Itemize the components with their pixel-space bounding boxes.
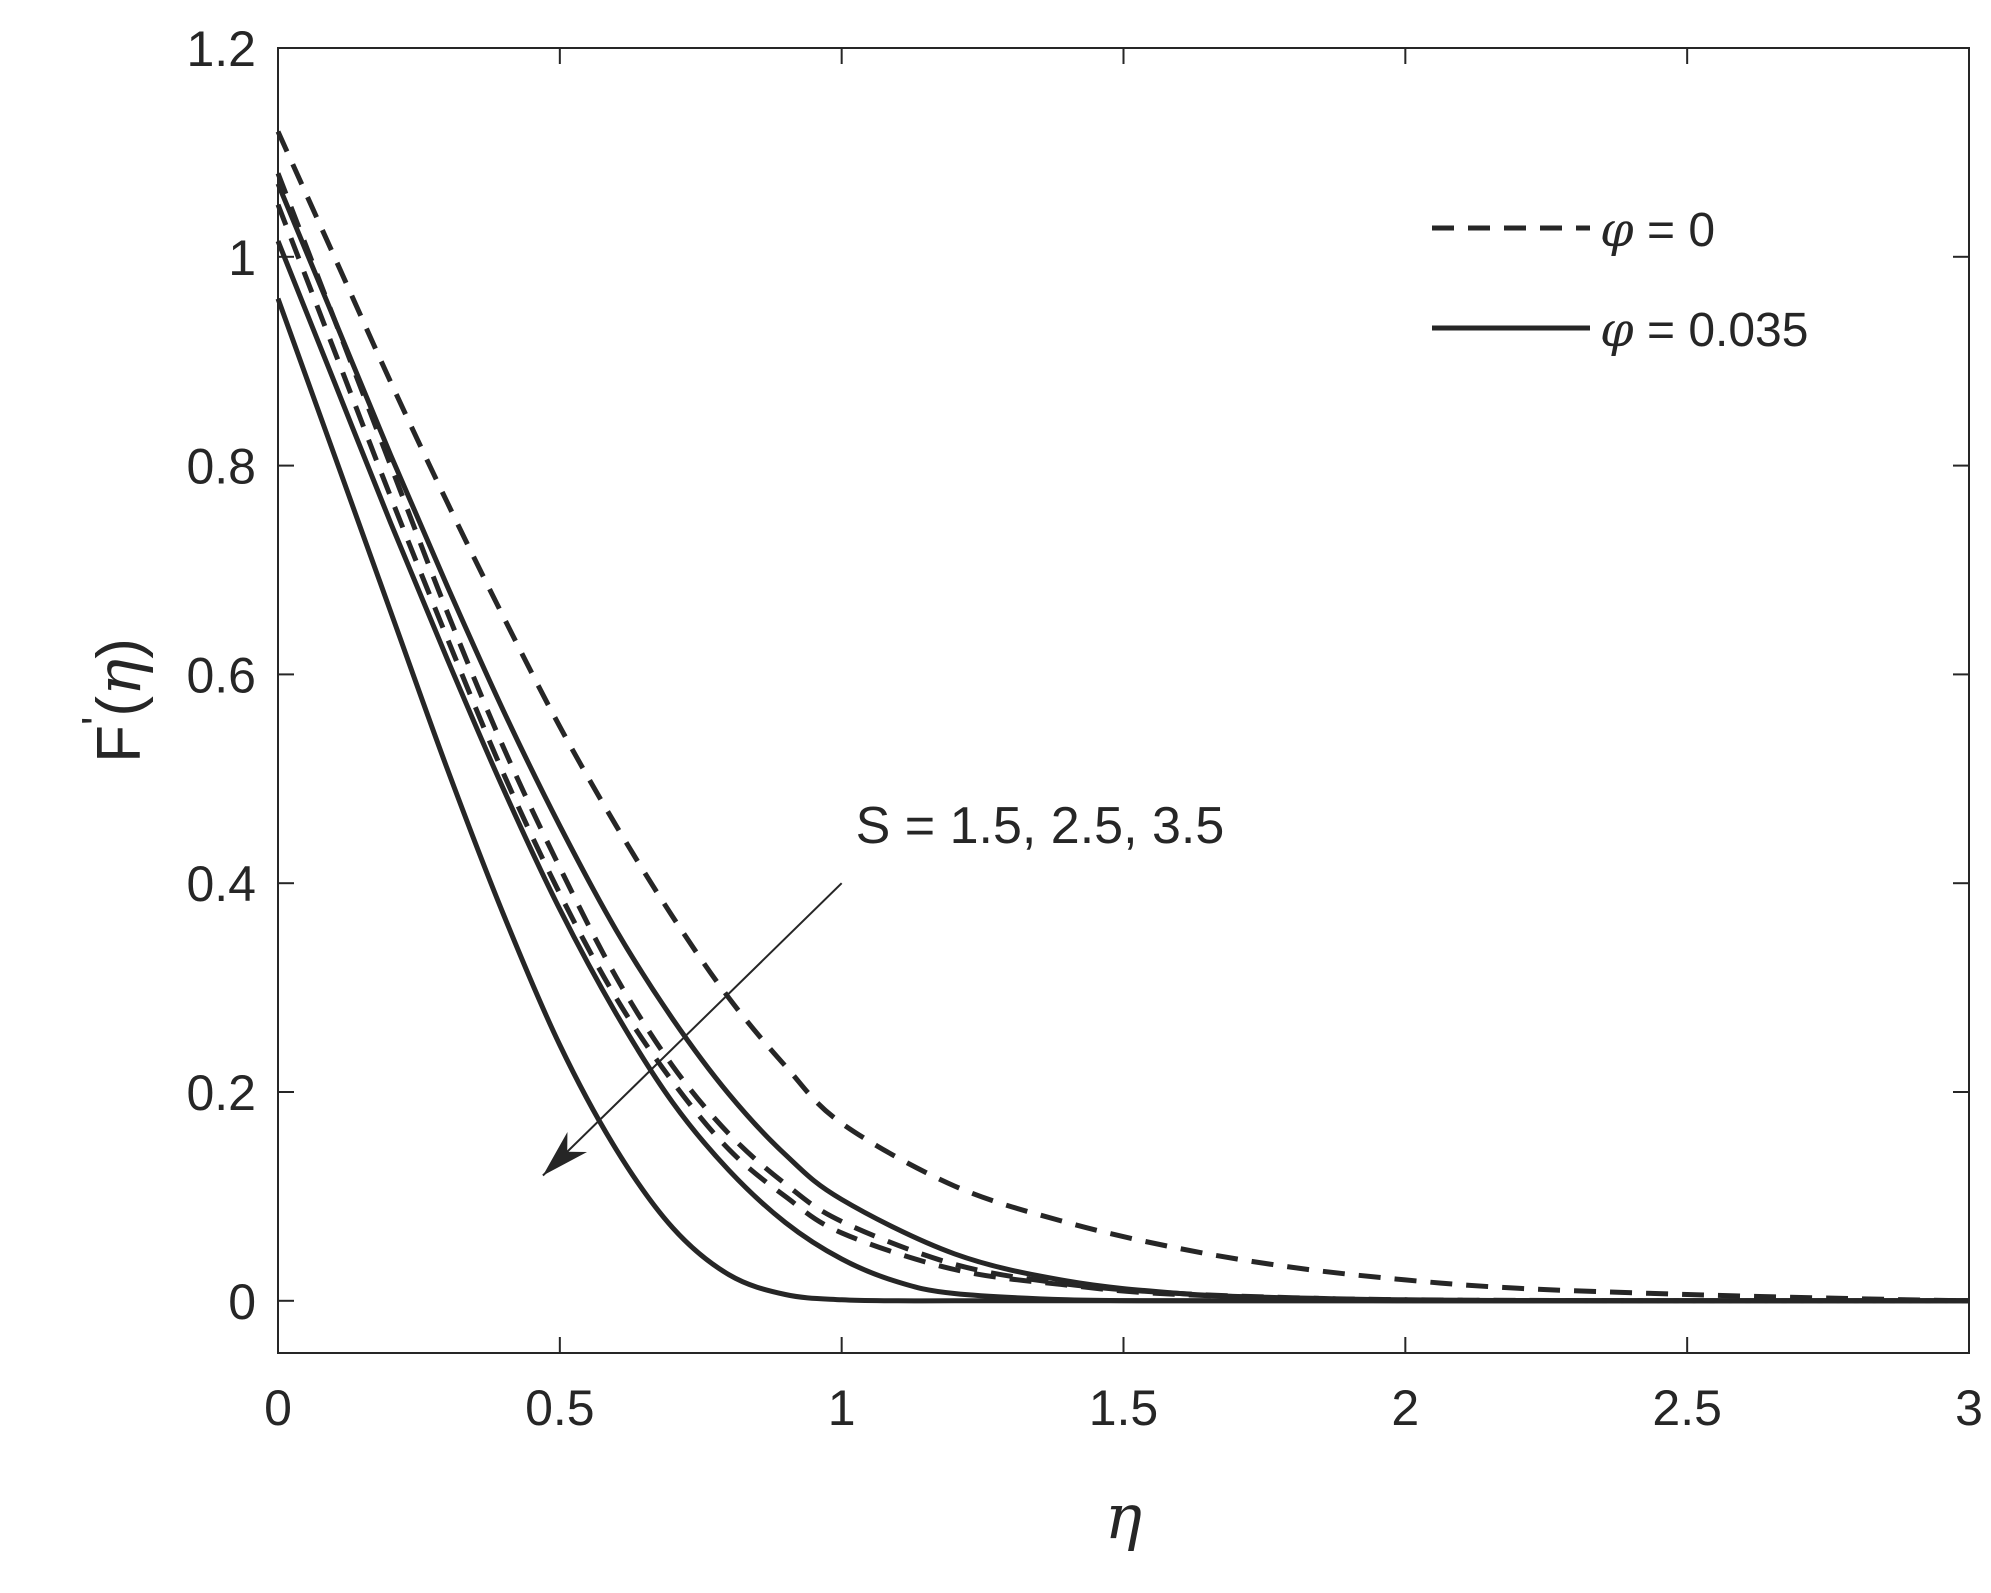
series-line-2-dashed bbox=[275, 203, 1970, 1304]
annotation-arrowhead bbox=[542, 1131, 588, 1176]
x-tick-label: 2.5 bbox=[1652, 1380, 1722, 1436]
y-label-open: ( bbox=[85, 696, 154, 717]
legend-value: = 0 bbox=[1634, 204, 1715, 257]
y-label-close: ) bbox=[85, 638, 154, 659]
y-tick-label: 0 bbox=[228, 1274, 256, 1330]
annotation: S = 1.5, 2.5, 3.5 bbox=[542, 797, 1225, 1177]
series-line-5-solid bbox=[275, 297, 1969, 1304]
y-tick-label: 0.4 bbox=[186, 856, 256, 912]
y-tick-label: 0.6 bbox=[186, 647, 256, 703]
axes: 0 0.5 1 1.5 2 2.5 3 0 0.2 0.4 0.6 0.8 1 1.2 bbox=[186, 21, 1982, 1436]
legend-label-phi-0035: φ = 0.035 bbox=[1600, 302, 1808, 358]
legend-label-phi-0: φ = 0 bbox=[1600, 202, 1715, 258]
y-tick-label: 1 bbox=[228, 230, 256, 286]
x-tick-label: 1.5 bbox=[1089, 1380, 1159, 1436]
x-axis-label: η bbox=[1105, 1480, 1142, 1553]
legend-value: = 0.035 bbox=[1634, 304, 1809, 357]
y-label-prime: ' bbox=[73, 717, 122, 725]
y-tick-label: 1.2 bbox=[186, 21, 256, 77]
legend-symbol: φ bbox=[1600, 202, 1634, 258]
y-label-main: F bbox=[85, 725, 154, 763]
y-axis-label-text: F'(η) bbox=[73, 638, 155, 763]
x-tick-label: 0.5 bbox=[525, 1380, 595, 1436]
x-tick-label: 0 bbox=[264, 1380, 292, 1436]
x-tick-label: 3 bbox=[1955, 1380, 1983, 1436]
y-tick-label: 0.8 bbox=[186, 439, 256, 495]
annotation-text: S = 1.5, 2.5, 3.5 bbox=[856, 797, 1225, 855]
y-tick-label: 0.2 bbox=[186, 1065, 256, 1121]
y-axis-label: F'(η) bbox=[73, 638, 155, 763]
series-layer bbox=[275, 130, 1970, 1304]
x-tick-label: 1 bbox=[828, 1380, 856, 1436]
legend: φ = 0 φ = 0.035 bbox=[1432, 202, 1808, 358]
x-tick-label: 2 bbox=[1391, 1380, 1419, 1436]
plot-frame bbox=[277, 47, 1970, 1354]
y-label-var: η bbox=[82, 659, 155, 696]
annotation-arrow bbox=[542, 882, 843, 1177]
legend-symbol: φ bbox=[1600, 302, 1634, 358]
series-line-0-dashed bbox=[275, 130, 1970, 1304]
